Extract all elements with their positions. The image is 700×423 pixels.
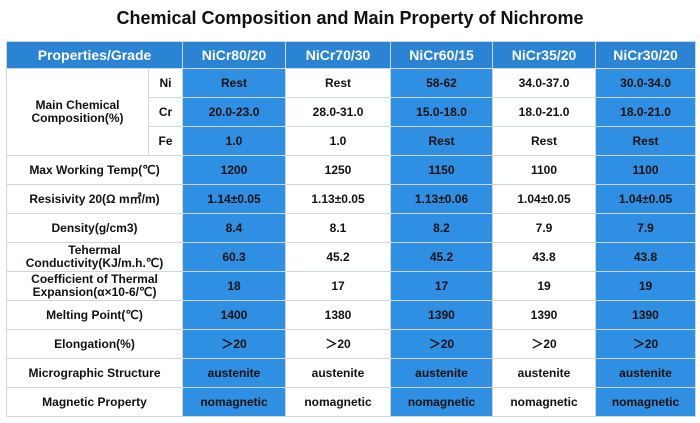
value-cell: 7.9 — [595, 213, 697, 243]
value-cell: 18.0-21.0 — [492, 97, 597, 127]
value-cell: 17 — [390, 271, 494, 301]
header-grade: NiCr35/20 — [492, 41, 597, 69]
value-cell: ＞20 — [182, 329, 287, 359]
property-label: Melting Point(℃) — [5, 300, 184, 330]
value-cell: 17 — [285, 271, 392, 301]
header-grade: NiCr30/20 — [595, 41, 697, 69]
value-cell: 45.2 — [285, 242, 392, 272]
value-cell: 7.9 — [492, 213, 597, 243]
property-label: Elongation(%) — [5, 329, 184, 359]
value-cell: ＞20 — [285, 329, 392, 359]
element-label: Fe — [147, 126, 184, 156]
value-cell: nomagnetic — [390, 387, 494, 417]
value-cell: 58-62 — [390, 68, 494, 98]
table-row: Density(g/cm3) 8.4 8.1 8.2 7.9 7.9 — [5, 213, 697, 243]
table-row: Max Working Temp(℃) 1200 1250 1150 1100 1100 — [5, 155, 697, 185]
table-row: Resisivity 20(Ω m㎡/m) 1.14±0.05 1.13±0.05 1… — [5, 184, 697, 214]
value-cell: 8.1 — [285, 213, 392, 243]
value-cell: 15.0-18.0 — [390, 97, 494, 127]
element-label: Ni — [147, 68, 184, 98]
table-row: Main Chemical Composition(%) Ni Rest Rest 58… — [6, 68, 697, 156]
table-row: Magnetic Property nomagnetic nomagnetic nom… — [5, 387, 697, 417]
value-cell: 43.8 — [492, 242, 597, 272]
value-cell: 1380 — [285, 300, 392, 330]
value-cell: 1.04±0.05 — [492, 184, 597, 214]
value-cell: 1100 — [595, 155, 697, 185]
value-cell: ＞20 — [595, 329, 697, 359]
value-cell: 43.8 — [595, 242, 697, 272]
table-row: Melting Point(℃) 1400 1380 1390 1390 1390 — [5, 300, 697, 330]
value-cell: nomagnetic — [182, 387, 287, 417]
property-label: Coefficient of Thermal Expansion(α×10-6/… — [5, 271, 184, 301]
value-cell: 1150 — [390, 155, 494, 185]
table-row: Tehermal Conductivity(KJ/m.h.℃) 60.3 45.2 4… — [5, 242, 697, 272]
element-label: Cr — [147, 97, 184, 127]
table-row: Fe 1.0 1.0 Rest Rest Rest — [7, 126, 697, 156]
value-cell: 1390 — [390, 300, 494, 330]
value-cell: austenite — [595, 358, 697, 388]
property-label: Micrographic Structure — [5, 358, 184, 388]
table-row: Coefficient of Thermal Expansion(α×10-6/… — [5, 271, 697, 301]
property-label: Resisivity 20(Ω m㎡/m) — [5, 184, 184, 214]
value-cell: 1.13±0.05 — [285, 184, 392, 214]
value-cell: 19 — [595, 271, 697, 301]
value-cell: Rest — [390, 126, 494, 156]
value-cell: 28.0-31.0 — [285, 97, 392, 127]
value-cell: 45.2 — [390, 242, 494, 272]
composition-label: Main Chemical Composition(%) — [6, 68, 149, 156]
value-cell: 1.0 — [182, 126, 287, 156]
value-cell: 1.0 — [285, 126, 392, 156]
value-cell: austenite — [285, 358, 392, 388]
value-cell: Rest — [182, 68, 287, 98]
value-cell: austenite — [492, 358, 597, 388]
header-grade: NiCr70/30 — [285, 41, 392, 69]
value-cell: 1.14±0.05 — [182, 184, 287, 214]
value-cell: 1390 — [492, 300, 597, 330]
value-cell: 1250 — [285, 155, 392, 185]
table-row: Micrographic Structure austenite austenite… — [5, 358, 697, 388]
value-cell: nomagnetic — [285, 387, 392, 417]
value-cell: ＞20 — [390, 329, 494, 359]
value-cell: Rest — [595, 126, 697, 156]
value-cell: 1390 — [595, 300, 697, 330]
page-title: Chemical Composition and Main Property o… — [116, 8, 584, 28]
table-row: Cr 20.0-23.0 28.0-31.0 15.0-18.0 18.0-21.0 18… — [7, 97, 697, 127]
value-cell: 8.4 — [182, 213, 287, 243]
value-cell: 18 — [182, 271, 287, 301]
header-grade: NiCr60/15 — [390, 41, 494, 69]
property-label: Density(g/cm3) — [5, 213, 184, 243]
value-cell: 60.3 — [182, 242, 287, 272]
value-cell: 1.13±0.06 — [390, 184, 494, 214]
value-cell: austenite — [390, 358, 494, 388]
value-cell: nomagnetic — [492, 387, 597, 417]
value-cell: Rest — [285, 68, 392, 98]
value-cell: 1100 — [492, 155, 597, 185]
value-cell: 1.04±0.05 — [595, 184, 697, 214]
header-grade: NiCr80/20 — [182, 41, 287, 69]
value-cell: 18.0-21.0 — [595, 97, 697, 127]
value-cell: 34.0-37.0 — [492, 68, 597, 98]
value-cell: 19 — [492, 271, 597, 301]
property-label: Magnetic Property — [5, 387, 184, 417]
property-label: Tehermal Conductivity(KJ/m.h.℃) — [5, 242, 184, 272]
value-cell: 30.0-34.0 — [595, 68, 697, 98]
header-properties: Properties/Grade — [5, 41, 184, 69]
value-cell: nomagnetic — [595, 387, 697, 417]
nichrome-table: Properties/Grade NiCr80/20 NiCr70/30 NiCr6… — [5, 41, 697, 417]
value-cell: ＞20 — [492, 329, 597, 359]
value-cell: 1200 — [182, 155, 287, 185]
property-label: Max Working Temp(℃) — [5, 155, 184, 185]
value-cell: 1400 — [182, 300, 287, 330]
value-cell: 8.2 — [390, 213, 494, 243]
table-row: Elongation(%) ＞20 ＞20 ＞20 ＞20 ＞20 — [5, 329, 697, 359]
value-cell: austenite — [182, 358, 287, 388]
value-cell: 20.0-23.0 — [182, 97, 287, 127]
value-cell: Rest — [492, 126, 597, 156]
